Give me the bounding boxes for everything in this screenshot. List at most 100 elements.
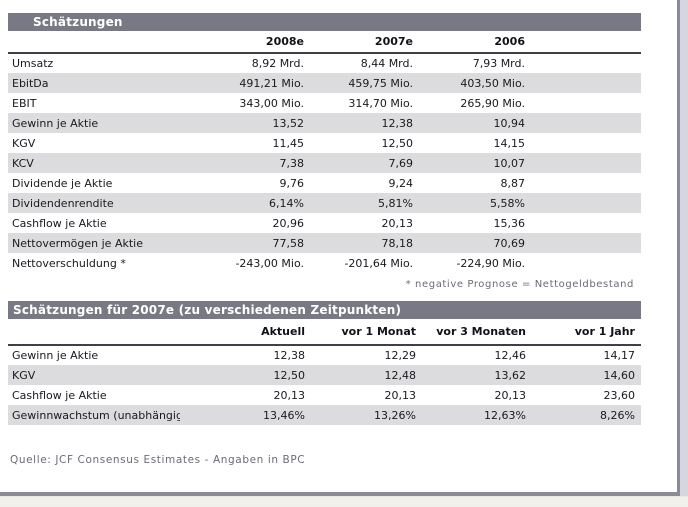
column-header-2008e: 2008e [180, 31, 304, 54]
empty-header-cell [8, 319, 180, 346]
row-label: KCV [8, 153, 180, 173]
estimates-table: 2008e 2007e 2006 Umsatz 8,92 Mrd. 8,44 Mrd… [8, 31, 641, 273]
row-label: EBIT [12, 96, 37, 110]
table-row: Dividende je Aktie 9,76 9,24 8,87 [8, 173, 641, 193]
spacer-cell [525, 213, 641, 233]
cell-value: 14,15 [493, 136, 526, 150]
cell-value: -243,00 Mio. [235, 256, 304, 270]
cell-value: 12,50 [381, 136, 414, 150]
spacer-cell [525, 253, 641, 273]
spacer-cell [525, 193, 641, 213]
cell-value: 20,13 [273, 388, 306, 402]
cell-value: 11,45 [272, 136, 305, 150]
cell-value: 314,70 Mio. [348, 96, 413, 110]
column-header-2006: 2006 [413, 31, 525, 54]
cell-value: 78,18 [304, 233, 413, 253]
column-header-vor-1-jahr: vor 1 Jahr [526, 319, 635, 346]
spacer-cell [525, 73, 641, 93]
cell-value: 12,38 [304, 113, 413, 133]
table-row: Nettoverschuldung * -243,00 Mio. -201,64 M… [8, 253, 641, 273]
cell-value: 8,92 Mrd. [251, 57, 304, 70]
row-label: Dividendenrendite [8, 193, 180, 213]
page-right-gutter [680, 0, 688, 496]
cell-value: 5,81% [304, 193, 413, 213]
cell-value: -201,64 Mio. [344, 256, 413, 270]
table-row: Gewinn je Aktie 12,38 12,29 12,46 14,17 [8, 345, 641, 365]
table-row: KGV 11,45 12,50 14,15 [8, 133, 641, 153]
row-label: KGV [8, 365, 180, 385]
section-title: Schätzungen [33, 15, 123, 29]
spacer-cell [635, 385, 641, 405]
table-row: Cashflow je Aktie 20,96 20,13 15,36 [8, 213, 641, 233]
cell-value: 403,50 Mio. [413, 73, 525, 93]
cell-value: 12,63% [416, 405, 526, 425]
table-row: Gewinnwachstum (unabhängige Schätzung) 13… [8, 405, 641, 425]
table-row: Nettovermögen je Aktie 77,58 78,18 70,69 [8, 233, 641, 253]
table-row: KGV 12,50 12,48 13,62 14,60 [8, 365, 641, 385]
cell-value: 20,13 [494, 388, 527, 402]
cell-value: 13,26% [305, 405, 416, 425]
cell-value: 8,44 Mrd. [360, 57, 413, 70]
spacer-cell [635, 345, 641, 365]
cell-value: 8,87 [500, 176, 526, 190]
estimates-table-header-row: 2008e 2007e 2006 [8, 31, 641, 54]
cell-value: 10,07 [413, 153, 525, 173]
estimates-section: Schätzungen 2008e 2007e 2006 Umsatz 8,92 … [0, 13, 677, 290]
cell-value: 12,38 [273, 349, 306, 362]
page-bottom-border [0, 492, 680, 496]
estimates-over-time-section: Schätzungen für 2007e (zu verschiedenen … [0, 301, 677, 425]
row-label: Gewinn je Aktie [8, 113, 180, 133]
cell-value: 6,14% [180, 193, 304, 213]
spacer-header-cell [635, 319, 641, 346]
cell-value: 23,60 [603, 388, 636, 402]
spacer-cell [525, 173, 641, 193]
cell-value: 12,48 [305, 365, 416, 385]
page-right-border [677, 0, 680, 496]
spacer-cell [525, 53, 641, 73]
cell-value: 9,24 [388, 176, 414, 190]
cell-value: 459,75 Mio. [304, 73, 413, 93]
row-label: Gewinnwachstum (unabhängige Schätzung) [8, 405, 180, 425]
spacer-header-cell [525, 31, 641, 54]
page-bottom-gutter [0, 496, 688, 507]
empty-header-cell [8, 31, 180, 54]
cell-value: 265,90 Mio. [460, 96, 525, 110]
spacer-cell [635, 405, 641, 425]
row-label: Cashflow je Aktie [12, 216, 107, 230]
cell-value: 491,21 Mio. [180, 73, 304, 93]
table-row: EbitDa 491,21 Mio. 459,75 Mio. 403,50 Mio. [8, 73, 641, 93]
table-row: Umsatz 8,92 Mrd. 8,44 Mrd. 7,93 Mrd. [8, 53, 641, 73]
spacer-cell [525, 153, 641, 173]
estimates-over-time-header-row: Aktuell vor 1 Monat vor 3 Monaten vor 1 … [8, 319, 641, 346]
row-label: EbitDa [8, 73, 180, 93]
footnote: * negative Prognose = Nettogeldbestand [405, 279, 634, 290]
cell-value: 12,50 [180, 365, 305, 385]
spacer-cell [525, 233, 641, 253]
row-label: KGV [12, 136, 36, 150]
cell-value: 9,76 [279, 176, 305, 190]
row-label: Dividende je Aktie [12, 176, 113, 190]
column-header-vor-3-monaten: vor 3 Monaten [416, 319, 526, 346]
column-header-2007e: 2007e [304, 31, 413, 54]
spacer-cell [525, 113, 641, 133]
cell-value: 70,69 [413, 233, 525, 253]
content-area: Schätzungen 2008e 2007e 2006 Umsatz 8,92 … [0, 13, 677, 466]
row-label: Umsatz [12, 57, 54, 70]
cell-value: 12,29 [384, 349, 417, 362]
section-header-estimates-2007e: Schätzungen für 2007e (zu verschiedenen … [8, 301, 641, 319]
cell-value: 14,17 [603, 349, 636, 362]
cell-value: 20,96 [272, 216, 305, 230]
table-row: Dividendenrendite 6,14% 5,81% 5,58% [8, 193, 641, 213]
cell-value: 5,58% [413, 193, 525, 213]
table-row: EBIT 343,00 Mio. 314,70 Mio. 265,90 Mio. [8, 93, 641, 113]
spacer-cell [525, 93, 641, 113]
row-label: Gewinn je Aktie [12, 349, 99, 362]
spacer-cell [525, 133, 641, 153]
spacer-cell [635, 365, 641, 385]
cell-value: 343,00 Mio. [239, 96, 304, 110]
cell-value: 7,38 [180, 153, 304, 173]
row-label: Nettoverschuldung * [12, 256, 126, 270]
row-label: Cashflow je Aktie [12, 388, 107, 402]
cell-value: 12,46 [494, 349, 527, 362]
